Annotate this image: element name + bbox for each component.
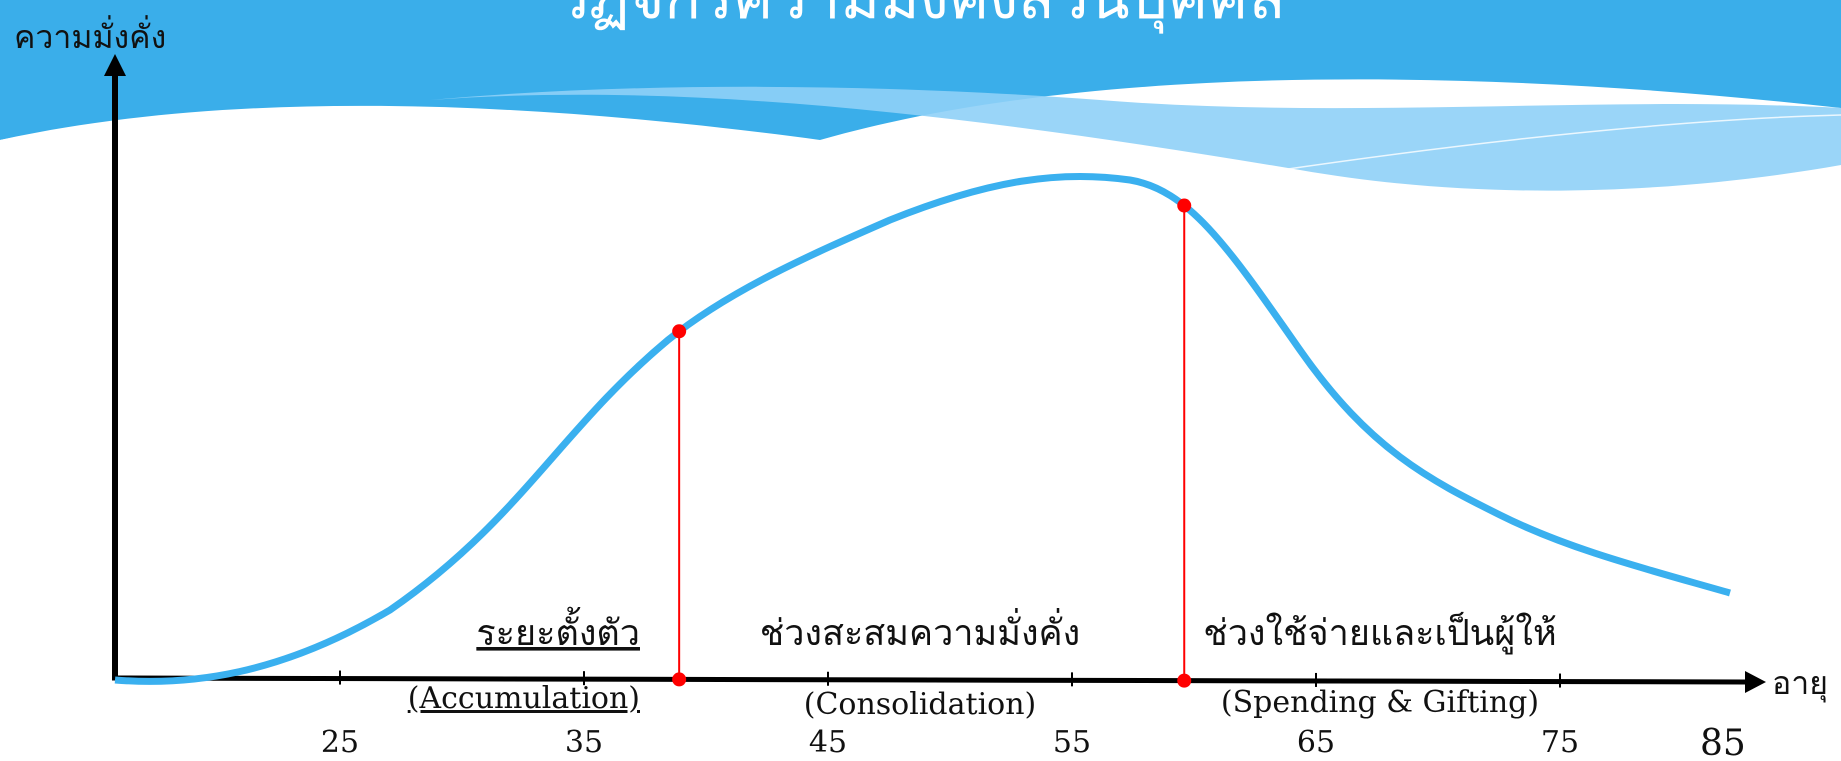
marker-dot-end-accumulation-bottom	[672, 672, 687, 687]
y-axis-arrowhead	[104, 54, 126, 76]
wealth-curve	[114, 172, 1731, 685]
page-number: 85	[1700, 723, 1746, 761]
banner-thin-line	[1149, 114, 1841, 191]
phase-spending-th: ช่วงใช้จ่ายและเป็นผู้ให้	[1203, 610, 1556, 655]
phase-markers	[672, 198, 1192, 688]
phase-consolidation-en: (Consolidation)	[804, 687, 1037, 722]
x-tick-label-65: 65	[1297, 725, 1335, 760]
banner-light-wave	[430, 86, 1841, 191]
x-tick-label-25: 25	[321, 725, 359, 760]
y-axis-label: ความมั่งคั่ง	[14, 15, 166, 56]
x-tick-label-55: 55	[1053, 725, 1091, 760]
phase-labels: ระยะตั้งตัว (Accumulation) ช่วงสะสมความม…	[408, 606, 1557, 722]
page-title: วัฏจักรความมั่งคั่งส่วนบุคคล	[555, 0, 1285, 34]
x-tick-label-45: 45	[809, 725, 847, 760]
x-axis-ticks: 25 35 45 55 65 75	[321, 670, 1579, 760]
axes: ความมั่งคั่ง อายุ 25 35 45 55 65 75 85	[14, 15, 1828, 761]
x-tick-label-75: 75	[1541, 725, 1579, 760]
phase-accumulation-en: (Accumulation)	[408, 681, 640, 716]
phase-consolidation-th: ช่วงสะสมความมั่งคั่ง	[760, 608, 1080, 654]
phase-accumulation-th: ระยะตั้งตัว	[476, 606, 640, 654]
x-axis-arrowhead	[1745, 671, 1766, 693]
header-banner: วัฏจักรความมั่งคั่งส่วนบุคคล	[0, 0, 1841, 191]
marker-dot-end-accumulation-top	[672, 324, 687, 339]
x-axis	[111, 675, 1746, 685]
banner-dark-wave	[0, 0, 1841, 140]
phase-spending-en: (Spending & Gifting)	[1221, 685, 1539, 720]
banner-white-strip	[0, 108, 820, 160]
marker-dot-end-consolidation-top	[1177, 198, 1192, 213]
x-axis-label: อายุ	[1772, 664, 1828, 703]
marker-dot-end-consolidation-bottom	[1177, 673, 1192, 688]
x-tick-label-35: 35	[565, 725, 603, 760]
